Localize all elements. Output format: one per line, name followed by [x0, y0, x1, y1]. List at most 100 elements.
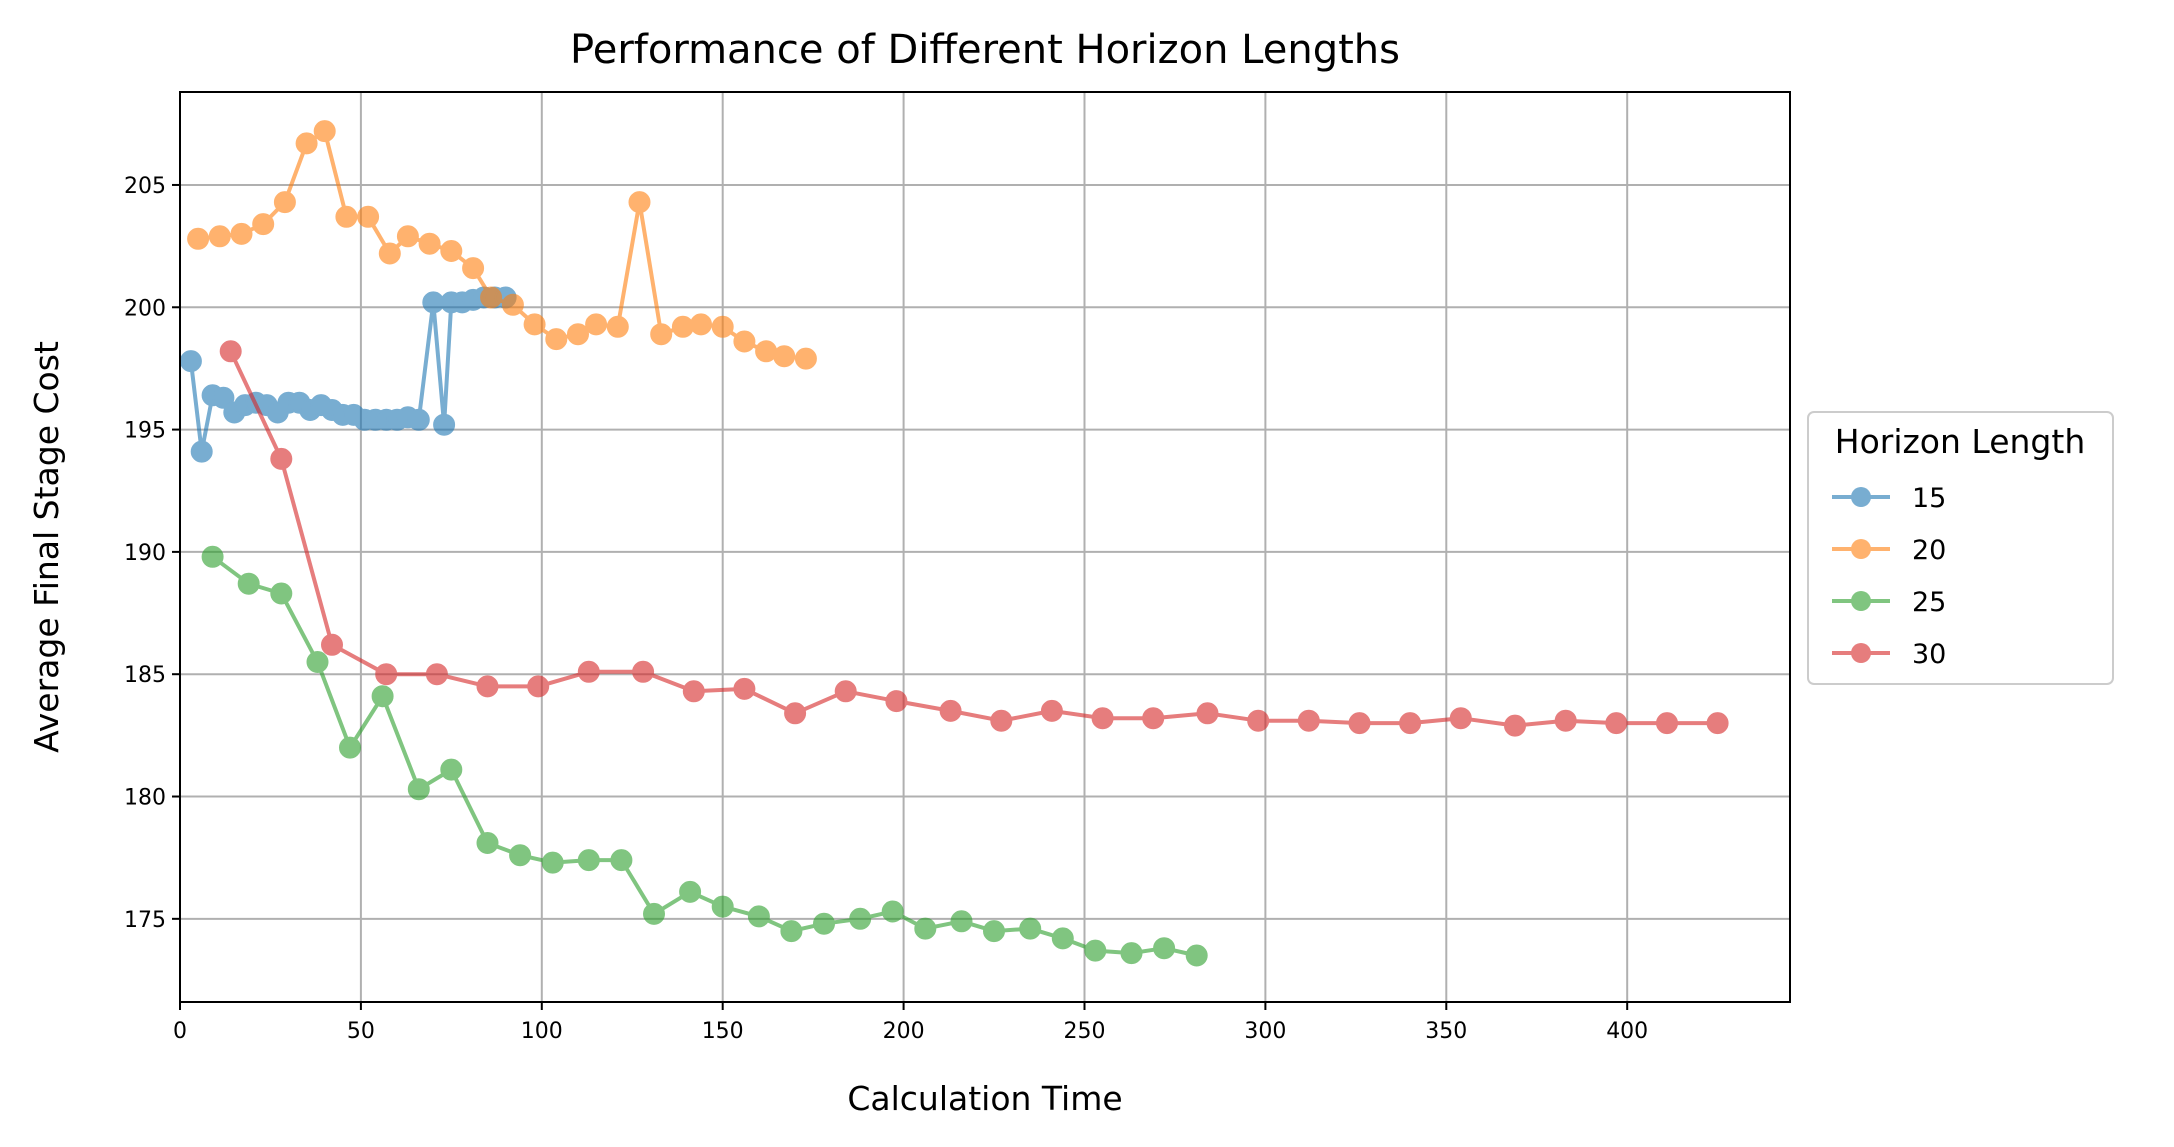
data-point [321, 633, 343, 656]
legend-swatch [1832, 643, 1890, 663]
data-point [914, 917, 937, 940]
data-point [212, 386, 235, 409]
legend-swatch-marker [1851, 539, 1871, 559]
data-point [885, 690, 908, 713]
data-point [983, 920, 1005, 943]
data-point [1656, 712, 1678, 735]
data-point [270, 582, 293, 605]
data-point [378, 242, 401, 265]
data-point [950, 910, 973, 933]
x-tick-label: 350 [1425, 1019, 1467, 1044]
legend-swatch [1832, 591, 1890, 611]
y-tick-label: 195 [124, 419, 166, 444]
data-point [1196, 702, 1219, 725]
data-point [418, 232, 441, 255]
x-tick-label: 50 [347, 1019, 375, 1044]
data-point [733, 677, 756, 700]
data-point [711, 895, 734, 918]
data-point [628, 191, 651, 214]
data-point [1297, 709, 1320, 732]
y-tick-label: 200 [124, 296, 166, 321]
data-point [357, 205, 380, 228]
legend-label: 20 [1912, 535, 1946, 566]
legend-item-25: 25 [1832, 587, 1946, 618]
data-point [396, 225, 419, 248]
data-point [425, 663, 448, 686]
data-point [237, 572, 260, 595]
series-25 [201, 545, 1208, 967]
data-point [375, 663, 398, 686]
data-point [295, 132, 318, 155]
data-point [1120, 942, 1143, 965]
y-tick-label: 175 [124, 908, 166, 933]
data-point [407, 408, 430, 431]
data-point [1449, 707, 1472, 730]
data-point [690, 313, 712, 336]
data-point [335, 205, 358, 228]
data-point [462, 257, 485, 280]
data-point [606, 315, 629, 338]
data-point [179, 350, 202, 373]
data-point [1084, 939, 1107, 962]
x-axis: 0 50 100 150 200 250 300 350 400 [173, 1002, 1648, 1044]
data-point [1019, 917, 1042, 940]
series-layer [179, 120, 1729, 967]
legend-swatch-marker [1851, 487, 1871, 507]
data-point [1247, 709, 1270, 732]
data-point [834, 680, 857, 703]
data-point [1142, 707, 1165, 730]
x-tick-label: 250 [1063, 1019, 1105, 1044]
legend: Horizon Length 15 20 25 30 [1807, 411, 2114, 685]
y-tick-label: 185 [124, 663, 166, 688]
data-point [1605, 712, 1628, 735]
y-tick-label: 180 [124, 786, 166, 811]
data-point [650, 323, 673, 346]
data-point [747, 905, 770, 928]
data-point [433, 413, 456, 436]
data-point [1153, 937, 1176, 960]
data-point [440, 240, 463, 262]
data-point [1051, 927, 1074, 950]
x-tick-label: 200 [883, 1019, 925, 1044]
data-point [527, 675, 550, 698]
x-tick-label: 400 [1606, 1019, 1648, 1044]
data-point [1554, 709, 1577, 732]
legend-swatch [1832, 539, 1890, 559]
data-point [273, 191, 296, 214]
data-point [780, 920, 803, 943]
data-point [1399, 712, 1422, 735]
data-point [219, 340, 242, 363]
data-point [252, 213, 275, 236]
data-point [523, 313, 546, 336]
x-tick-label: 100 [521, 1019, 563, 1044]
x-tick-label: 0 [173, 1019, 187, 1044]
data-point [371, 685, 394, 708]
legend-label: 25 [1912, 587, 1946, 618]
legend-swatch-marker [1851, 591, 1871, 611]
data-point [881, 900, 904, 923]
data-point [755, 340, 778, 363]
grid [179, 92, 1790, 1002]
data-point [711, 315, 734, 338]
series-20 [187, 120, 817, 370]
x-tick-label: 150 [702, 1019, 744, 1044]
data-point [339, 736, 361, 759]
legend-swatch [1832, 487, 1890, 507]
data-point [476, 832, 499, 854]
legend-item-30: 30 [1832, 639, 1946, 670]
data-point [230, 222, 253, 245]
data-point [773, 345, 796, 368]
legend-title: Horizon Length [1835, 422, 2085, 461]
data-point [849, 907, 872, 930]
legend-item-20: 20 [1832, 535, 1946, 566]
data-point [440, 758, 463, 781]
x-axis-label: Calculation Time [847, 1079, 1122, 1118]
legend-item-15: 15 [1832, 483, 1946, 514]
data-point [1185, 944, 1208, 967]
legend-label: 15 [1912, 483, 1946, 514]
data-point [1091, 707, 1114, 730]
data-point [1504, 714, 1526, 737]
data-point [585, 313, 608, 336]
data-point [187, 227, 210, 250]
